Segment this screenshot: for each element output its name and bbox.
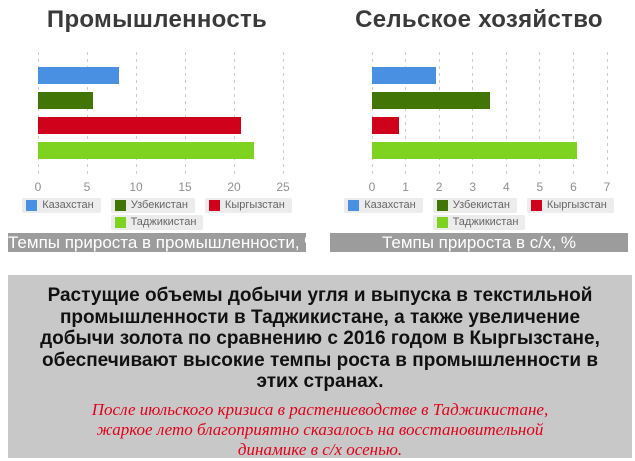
legend-item[interactable]: Казахстан [344, 198, 423, 213]
x-tick-label: 0 [34, 180, 42, 194]
legend-item[interactable]: Узбекистан [432, 198, 517, 213]
bar [372, 67, 436, 84]
info-box: Растущие объемы добычи угля и выпуска в … [8, 275, 632, 458]
legend-row: Казахстан Узбекистан Кыргызстан [22, 198, 292, 213]
gridline [405, 52, 407, 176]
x-tick-label: 6 [570, 180, 577, 194]
legend-row: Казахстан Узбекистан Кыргызстан [344, 198, 614, 213]
legend-label: Узбекистан [452, 199, 510, 211]
legend-swatch [436, 200, 448, 211]
legend-item[interactable]: Таджикистан [110, 215, 204, 230]
x-tick-label: 3 [469, 180, 477, 194]
bar [38, 67, 120, 84]
gridline [184, 52, 186, 176]
bar [372, 117, 399, 134]
gridline [86, 52, 88, 176]
industry-caption-bar: Темпы прироста в промышленности, % [8, 233, 306, 252]
legend-item[interactable]: Узбекистан [110, 198, 195, 213]
industry-chart-title: Промышленность [46, 6, 268, 33]
legend: Казахстан Узбекистан Кыргызстан Таджикиста… [330, 198, 628, 230]
x-tick-label: 7 [603, 180, 611, 194]
info-main-text: Растущие объемы добычи угля и выпуска в … [40, 285, 600, 392]
gridline [505, 52, 507, 176]
legend-swatch [436, 217, 448, 228]
legend-row: Таджикистан [110, 215, 204, 230]
gridline [606, 52, 608, 176]
x-tick-label: 5 [83, 180, 91, 194]
plot-area [371, 52, 608, 176]
legend-label: Казахстан [364, 199, 416, 211]
agriculture-caption-bar: Темпы прироста в с/х, % [330, 233, 628, 252]
x-tick-label: 25 [276, 180, 290, 194]
gridline [135, 52, 137, 176]
x-axis: 0 1 2 3 4 5 6 7 [368, 176, 611, 194]
legend-label: Таджикистан [452, 216, 519, 228]
bar [38, 117, 241, 134]
info-note-text: После июльского кризиса в растениеводств… [91, 399, 549, 459]
charts-row: Промышленность 0 5 10 15 20 25 Казахстан Узбек… [8, 0, 628, 252]
industry-chart-panel: Промышленность 0 5 10 15 20 25 Казахстан Узбек… [8, 0, 306, 252]
legend-label: Кыргызстан [546, 199, 607, 211]
legend-item[interactable]: Кыргызстан [204, 198, 292, 213]
gridline [539, 52, 541, 176]
gridline [438, 52, 440, 176]
legend-item[interactable]: Кыргызстан [526, 198, 614, 213]
legend-swatch [348, 200, 360, 211]
legend-item[interactable]: Казахстан [22, 198, 101, 213]
x-tick-label: 20 [227, 180, 241, 194]
agriculture-chart-title: Сельское хозяйство [355, 6, 603, 33]
legend-row: Таджикистан [432, 215, 526, 230]
legend: Казахстан Узбекистан Кыргызстан Таджикиста… [8, 198, 306, 230]
legend-label: Таджикистан [130, 216, 197, 228]
x-tick-label: 2 [435, 180, 443, 194]
x-tick-label: 1 [402, 180, 409, 194]
gridline [282, 52, 284, 176]
plot-area [37, 52, 284, 176]
x-tick-label: 15 [178, 180, 192, 194]
legend-swatch [114, 217, 126, 228]
x-tick-label: 0 [368, 180, 376, 194]
agriculture-chart-panel: Сельское хозяйство 0 1 2 3 4 5 6 7 Казахстан Узб… [330, 0, 628, 252]
legend-label: Казахстан [42, 199, 94, 211]
x-tick-label: 10 [129, 180, 143, 194]
bar [372, 92, 490, 109]
bar [372, 142, 577, 159]
x-tick-label: 4 [502, 180, 510, 194]
gridline [472, 52, 474, 176]
legend-swatch [530, 200, 542, 211]
gridline [37, 52, 39, 176]
bar [38, 92, 93, 109]
x-tick-label: 5 [536, 180, 544, 194]
legend-swatch [114, 200, 126, 211]
legend-swatch [26, 200, 38, 211]
x-axis: 0 5 10 15 20 25 [34, 176, 290, 194]
gridline [572, 52, 574, 176]
legend-label: Узбекистан [130, 199, 188, 211]
legend-label: Кыргызстан [224, 199, 285, 211]
legend-swatch [208, 200, 220, 211]
gridline [371, 52, 373, 176]
gridline [233, 52, 235, 176]
bar [38, 142, 254, 159]
legend-item[interactable]: Таджикистан [432, 215, 526, 230]
